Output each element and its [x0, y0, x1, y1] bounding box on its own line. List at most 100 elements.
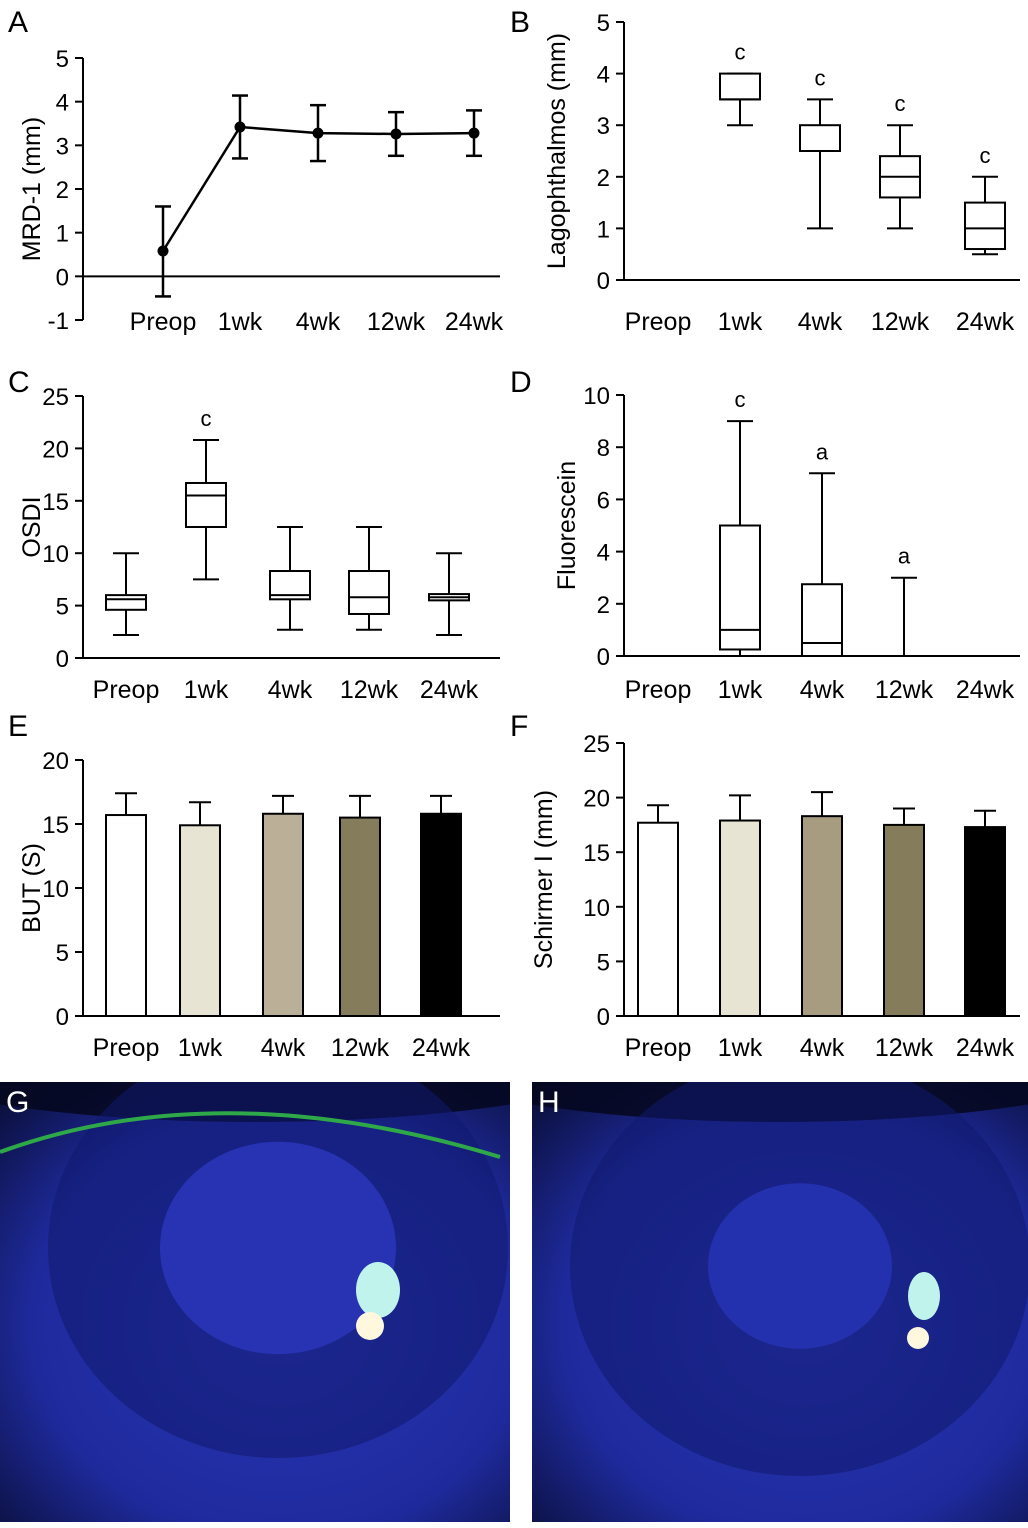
- panel-letter: D: [510, 366, 532, 399]
- significance-label: a: [898, 544, 911, 569]
- panel-letter: F: [510, 710, 528, 743]
- panel-letter: C: [8, 366, 30, 399]
- y-tick-label: 5: [56, 46, 69, 73]
- pupil: [160, 1141, 396, 1355]
- bar: [719, 819, 761, 1017]
- y-tick-label: 3: [597, 113, 610, 140]
- x-tick-label: 4wk: [261, 1034, 306, 1062]
- y-tick-label: 1: [56, 221, 69, 248]
- panel-letter: A: [8, 6, 28, 39]
- x-tick-label: 12wk: [331, 1034, 390, 1062]
- y-tick-label: 20: [583, 786, 610, 813]
- photo-letter: H: [538, 1086, 560, 1119]
- x-tick-label: 4wk: [296, 308, 341, 336]
- x-tick-label: 24wk: [445, 308, 504, 336]
- light-reflex: [908, 1272, 940, 1320]
- box-iqr: [105, 594, 147, 611]
- y-tick-label: 2: [56, 177, 69, 204]
- y-tick-label: 20: [42, 748, 69, 775]
- x-tick-label: 24wk: [956, 1034, 1015, 1062]
- box-iqr: [348, 570, 390, 615]
- photo-content: [532, 1082, 1028, 1522]
- y-tick-label: 0: [56, 1004, 69, 1031]
- bar: [105, 814, 147, 1017]
- y-axis-label: Schirmer I (mm): [530, 790, 558, 969]
- y-axis-label: Lagophthalmos (mm): [543, 33, 571, 269]
- y-tick-label: 0: [56, 646, 69, 673]
- x-tick-label: Preop: [625, 676, 692, 704]
- x-tick-label: 12wk: [367, 308, 426, 336]
- x-tick-label: 1wk: [718, 676, 763, 704]
- y-tick-label: 5: [56, 594, 69, 621]
- significance-label: c: [735, 387, 746, 412]
- box-iqr: [964, 201, 1006, 251]
- y-tick-label: 25: [583, 731, 610, 758]
- data-point: [390, 128, 402, 140]
- data-point: [157, 245, 169, 257]
- bar: [637, 821, 679, 1017]
- x-tick-label: 1wk: [718, 1034, 763, 1062]
- y-tick-label: 4: [597, 62, 610, 89]
- data-point: [468, 127, 480, 139]
- y-tick-label: 2: [597, 165, 610, 192]
- y-tick-label: 0: [597, 644, 610, 671]
- x-tick-label: 12wk: [871, 308, 930, 336]
- x-tick-label: 24wk: [956, 676, 1015, 704]
- bar: [179, 824, 221, 1018]
- x-tick-label: 4wk: [268, 676, 313, 704]
- x-tick-label: 1wk: [718, 308, 763, 336]
- y-tick-label: 0: [597, 1004, 610, 1031]
- data-point: [312, 127, 324, 139]
- bar: [801, 815, 843, 1017]
- y-tick-label: 15: [42, 812, 69, 839]
- x-tick-label: 4wk: [798, 308, 843, 336]
- y-axis-label: OSDI: [18, 496, 46, 557]
- y-tick-label: 2: [597, 592, 610, 619]
- x-tick-label: 12wk: [875, 676, 934, 704]
- y-tick-label: 10: [583, 383, 610, 410]
- x-tick-label: 1wk: [178, 1034, 223, 1062]
- stain-line: [0, 1111, 501, 1159]
- significance-label: a: [816, 439, 829, 464]
- y-tick-label: 15: [583, 840, 610, 867]
- chart-panel-f: F 0 5 10 15 20 25 Schirmer I (mm) Preop 1wk 4wk 12w…: [510, 710, 1020, 1062]
- x-tick-label: 12wk: [875, 1034, 934, 1062]
- x-tick-label: 4wk: [800, 676, 845, 704]
- panel-letter: B: [510, 6, 530, 39]
- bar: [262, 812, 304, 1018]
- chart-panel-a: A -1 0 1 2 3 4 5 MRD-1 (mm) Preop 1wk 4wk 12wk 24wk: [8, 6, 504, 336]
- y-tick-label: 25: [42, 384, 69, 411]
- x-tick-label: Preop: [93, 1034, 160, 1062]
- chart-panel-d: D 0 2 4 6 8 10 Fluorescein Preop 1wk 4wk 12wk 24wk c a…: [510, 366, 1020, 704]
- significance-label: c: [201, 406, 212, 431]
- y-tick-label: 10: [42, 876, 69, 903]
- x-tick-label: 1wk: [218, 308, 263, 336]
- x-tick-label: 24wk: [412, 1034, 471, 1062]
- significance-label: c: [735, 40, 746, 65]
- light-reflex: [356, 1262, 400, 1318]
- box-iqr: [799, 124, 841, 152]
- y-axis-label: MRD-1 (mm): [18, 117, 46, 261]
- y-axis-label: BUT (S): [18, 843, 46, 933]
- y-tick-label: 5: [597, 949, 610, 976]
- box-iqr: [185, 481, 227, 529]
- chart-panel-b: B 0 1 2 3 4 5 Lagophthalmos (mm) Preop 1wk 4wk 12wk…: [510, 6, 1020, 336]
- box-iqr: [719, 524, 761, 651]
- x-tick-label: Preop: [93, 676, 160, 704]
- x-tick-label: 24wk: [956, 308, 1015, 336]
- y-tick-label: 10: [583, 895, 610, 922]
- y-tick-label: 1: [597, 216, 610, 243]
- y-tick-label: 4: [56, 90, 69, 117]
- x-tick-label: 24wk: [420, 676, 479, 704]
- y-tick-label: 4: [597, 540, 610, 567]
- data-point: [234, 121, 246, 133]
- significance-label: c: [980, 143, 991, 168]
- x-tick-label: Preop: [625, 1034, 692, 1062]
- eye-photo-h: H: [532, 1082, 1028, 1522]
- bar: [420, 812, 462, 1018]
- y-tick-label: 8: [597, 435, 610, 462]
- panel-letter: E: [8, 710, 28, 743]
- chart-panel-c: C 0 5 10 15 20 25 OSDI Preop 1wk 4wk 12wk 24wk c: [8, 366, 500, 704]
- significance-label: c: [815, 65, 826, 90]
